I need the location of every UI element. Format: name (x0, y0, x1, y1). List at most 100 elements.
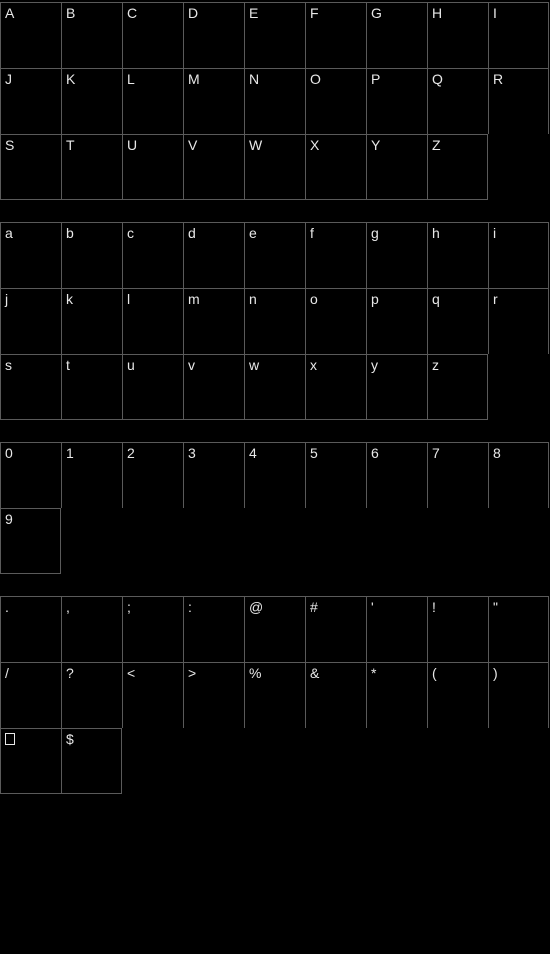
glyph-cell: H (427, 2, 488, 68)
glyph-cell: U (122, 134, 183, 200)
glyph-label: g (371, 225, 379, 241)
glyph-cell: < (122, 662, 183, 728)
glyph-cell: 8 (488, 442, 549, 508)
glyph-label: v (188, 357, 195, 373)
group-uppercase: A B C D E F G H I J K L M N O P Q R S T … (0, 2, 549, 200)
glyph-cell: % (244, 662, 305, 728)
glyph-cell: u (122, 354, 183, 420)
glyph-label: < (127, 665, 135, 681)
glyph-cell: s (0, 354, 61, 420)
glyph-label: # (310, 599, 318, 615)
glyph-label: k (66, 291, 73, 307)
glyph-label: Z (432, 137, 441, 153)
glyph-cell: c (122, 222, 183, 288)
glyph-cell: Z (427, 134, 488, 200)
glyph-cell: > (183, 662, 244, 728)
glyph-cell: M (183, 68, 244, 134)
glyph-cell: 4 (244, 442, 305, 508)
glyph-label: T (66, 137, 75, 153)
glyph-label: ( (432, 665, 437, 681)
glyph-cell: 1 (61, 442, 122, 508)
glyph-label: L (127, 71, 135, 87)
glyph-cell: k (61, 288, 122, 354)
glyph-cell: S (0, 134, 61, 200)
glyph-label: 0 (5, 445, 13, 461)
glyph-cell: " (488, 596, 549, 662)
glyph-label: A (5, 5, 14, 21)
glyph-label: ! (432, 599, 436, 615)
glyph-label: * (371, 665, 376, 681)
glyph-label: Y (371, 137, 380, 153)
glyph-cell: @ (244, 596, 305, 662)
glyph-cell: r (488, 288, 549, 354)
glyph-cell: / (0, 662, 61, 728)
glyph-cell: ( (427, 662, 488, 728)
glyph-cell: v (183, 354, 244, 420)
glyph-cell: & (305, 662, 366, 728)
glyph-label: : (188, 599, 192, 615)
glyph-cell: j (0, 288, 61, 354)
glyph-cell: L (122, 68, 183, 134)
glyph-label: % (249, 665, 261, 681)
glyph-label: F (310, 5, 319, 21)
glyph-cell: ? (61, 662, 122, 728)
glyph-label: h (432, 225, 440, 241)
glyph-label: d (188, 225, 196, 241)
glyph-label: o (310, 291, 318, 307)
glyph-label: j (5, 291, 8, 307)
glyph-cell: : (183, 596, 244, 662)
glyph-label: z (432, 357, 439, 373)
glyph-label: H (432, 5, 442, 21)
glyph-cell: K (61, 68, 122, 134)
glyph-label: q (432, 291, 440, 307)
glyph-cell: N (244, 68, 305, 134)
glyph-label: x (310, 357, 317, 373)
glyph-cell: W (244, 134, 305, 200)
glyph-cell: # (305, 596, 366, 662)
glyph-label: r (493, 291, 498, 307)
glyph-label: E (249, 5, 258, 21)
glyph-label: W (249, 137, 262, 153)
glyph-cell: D (183, 2, 244, 68)
glyph-label: c (127, 225, 134, 241)
glyph-label: y (371, 357, 378, 373)
glyph-label: C (127, 5, 137, 21)
glyph-cell: w (244, 354, 305, 420)
glyph-cell: d (183, 222, 244, 288)
glyph-label: 9 (5, 511, 13, 527)
glyph-cell: x (305, 354, 366, 420)
glyph-label: > (188, 665, 196, 681)
glyph-cell: l (122, 288, 183, 354)
glyph-label: " (493, 599, 498, 615)
glyph-label: 6 (371, 445, 379, 461)
glyph-label: ) (493, 665, 498, 681)
glyph-cell: C (122, 2, 183, 68)
glyph-label: I (493, 5, 497, 21)
glyph-cell: Y (366, 134, 427, 200)
glyph-label: 1 (66, 445, 74, 461)
glyph-label: b (66, 225, 74, 241)
glyph-label: ; (127, 599, 131, 615)
glyph-cell: T (61, 134, 122, 200)
glyph-label: ? (66, 665, 74, 681)
glyph-cell: ! (427, 596, 488, 662)
glyph-cell: o (305, 288, 366, 354)
group-lowercase: a b c d e f g h i j k l m n o p q r s t … (0, 222, 549, 420)
glyph-label (5, 731, 15, 748)
glyph-cell: 9 (0, 508, 61, 574)
glyph-cell: e (244, 222, 305, 288)
glyph-label: p (371, 291, 379, 307)
glyph-label: P (371, 71, 380, 87)
glyph-cell: 7 (427, 442, 488, 508)
glyph-cell: O (305, 68, 366, 134)
glyph-cell: p (366, 288, 427, 354)
glyph-label: i (493, 225, 496, 241)
glyph-label: t (66, 357, 70, 373)
glyph-cell: I (488, 2, 549, 68)
glyph-label: n (249, 291, 257, 307)
glyph-label: 4 (249, 445, 257, 461)
glyph-cell: V (183, 134, 244, 200)
glyph-cell: ) (488, 662, 549, 728)
glyph-cell (0, 728, 61, 794)
glyph-label: $ (66, 731, 74, 747)
